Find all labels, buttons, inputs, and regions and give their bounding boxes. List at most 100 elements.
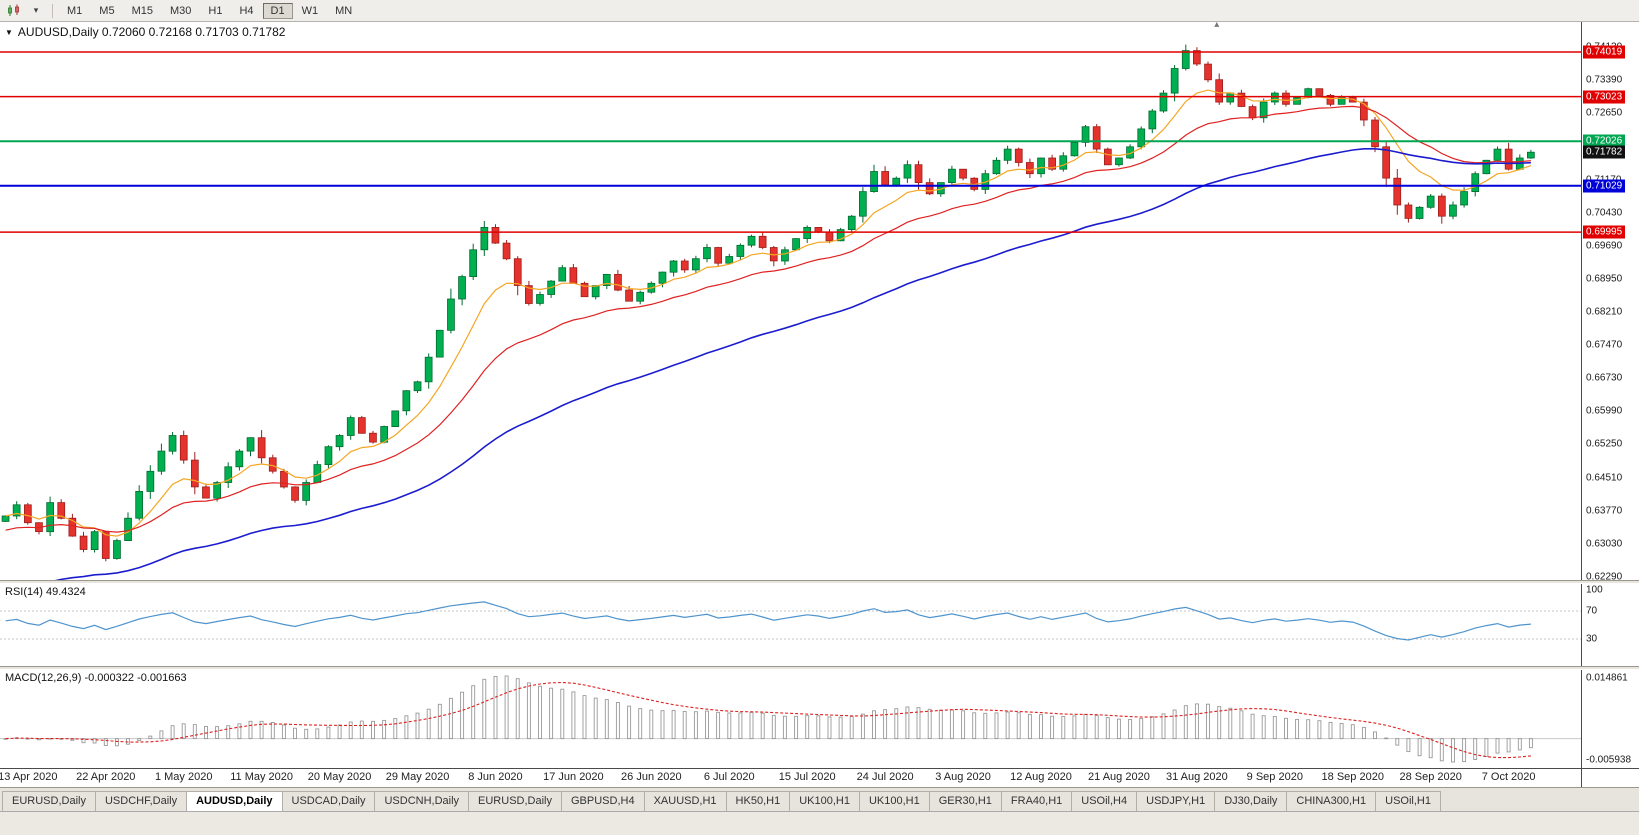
chart-tab-xauusd-h1[interactable]: XAUUSD,H1 (643, 791, 727, 811)
chart-shift-marker[interactable]: ▴ (1214, 22, 1220, 30)
rsi-axis-label: 30 (1586, 633, 1598, 645)
timeframe-button-w1[interactable]: W1 (301, 4, 319, 17)
macd-axis-label: 0.014861 (1586, 672, 1628, 684)
macd-panel: MACD(12,26,9) -0.000322 -0.001663 0.0148… (0, 670, 1639, 768)
price-tick-label: 0.66730 (1586, 372, 1623, 384)
macd-plot[interactable]: MACD(12,26,9) -0.000322 -0.001663 (0, 670, 1581, 768)
price-tick-label: 0.64510 (1586, 472, 1623, 484)
time-axis[interactable]: 13 Apr 2020 22 Apr 2020 1 May 2020 11 May 2… (0, 768, 1639, 787)
chart-tab-usdchf-daily[interactable]: USDCHF,Daily (94, 791, 188, 811)
price-axis[interactable]: 0.741300.733900.726500.711700.704300.696… (1581, 22, 1639, 583)
macd-axis[interactable]: 0.014861 -0.005938 (1581, 670, 1639, 768)
time-axis-label: 31 Aug 2020 (1165, 771, 1228, 783)
chart-menu-icon[interactable]: ▼ (5, 27, 13, 37)
chart-tab-china300-h1[interactable]: CHINA300,H1 (1286, 791, 1377, 811)
timeframe-button-h1[interactable]: H1 (208, 4, 223, 17)
resistance-badge-2: 0.73023 (1583, 90, 1626, 104)
time-axis-label: 6 Jul 2020 (703, 771, 755, 783)
candlestick-glyph (8, 4, 19, 16)
chart-tab-usdcnh-daily[interactable]: USDCNH,Daily (374, 791, 470, 811)
time-axis-label: 3 Aug 2020 (935, 771, 991, 783)
time-axis-label: 18 Sep 2020 (1321, 771, 1384, 783)
chart-tab-usdjpy-h1[interactable]: USDJPY,H1 (1136, 791, 1216, 811)
chart-title-text: AUDUSD,Daily 0.72060 0.72168 0.71703 0.7… (17, 25, 286, 39)
time-axis-label: 1 May 2020 (154, 771, 213, 783)
price-tick-label: 0.65250 (1586, 438, 1623, 450)
time-axis-label: 17 Jun 2020 (543, 771, 604, 783)
panel-separator[interactable] (0, 666, 1639, 670)
rsi-axis[interactable]: 100 70 30 (1581, 584, 1639, 666)
price-tick-label: 0.69690 (1586, 240, 1623, 252)
price-tick-label: 0.62290 (1586, 571, 1623, 583)
chart-tab-eurusd-daily[interactable]: EURUSD,Daily (2, 791, 96, 811)
time-axis-label: 26 Jun 2020 (621, 771, 682, 783)
time-axis-label: 22 Apr 2020 (76, 771, 136, 783)
chart-title: ▼ AUDUSD,Daily 0.72060 0.72168 0.71703 0… (5, 25, 285, 39)
dropdown-caret-icon[interactable]: ▾ (33, 5, 39, 15)
chart-tab-eurusd-daily[interactable]: EURUSD,Daily (468, 791, 562, 811)
main-chart-plot[interactable]: ▼ AUDUSD,Daily 0.72060 0.72168 0.71703 0… (0, 22, 1581, 580)
rsi-axis-label: 100 (1586, 584, 1603, 596)
price-tick-label: 0.68210 (1586, 306, 1623, 318)
chart-tab-hk50-h1[interactable]: HK50,H1 (725, 791, 791, 811)
timeframe-toolbar: ▾ M1 M5 M15 M30 H1 H4 D1 W1 MN (0, 0, 1639, 22)
current-price-badge: 0.71782 (1583, 145, 1626, 159)
panel-separator[interactable] (0, 580, 1639, 584)
macd-label: MACD(12,26,9) -0.000322 -0.001663 (5, 672, 187, 684)
rsi-axis-label: 70 (1586, 605, 1598, 617)
chart-tab-dj30-daily[interactable]: DJ30,Daily (1214, 791, 1288, 811)
chart-tab-ger30-h1[interactable]: GER30,H1 (928, 791, 1002, 811)
time-axis-label: 8 Jun 2020 (468, 771, 523, 783)
price-tick-label: 0.63770 (1586, 505, 1623, 517)
time-axis-labels: 13 Apr 2020 22 Apr 2020 1 May 2020 11 May 2… (0, 769, 1581, 787)
chart-tab-usoil-h1[interactable]: USOil,H1 (1375, 791, 1441, 811)
timeframe-button-m15[interactable]: M15 (131, 4, 153, 17)
resistance-badge-1: 0.74019 (1583, 45, 1626, 59)
time-axis-label: 20 May 2020 (307, 771, 372, 783)
pivot-badge-green: 0.72026 (1583, 134, 1626, 148)
time-axis-label: 28 Sep 2020 (1399, 771, 1462, 783)
rsi-plot[interactable]: RSI(14) 49.4324 (0, 584, 1581, 666)
time-axis-label: 13 Apr 2020 (0, 771, 58, 783)
time-axis-label: 9 Sep 2020 (1246, 771, 1303, 783)
macd-chart (0, 675, 1581, 763)
chart-tab-usoil-h4[interactable]: USOil,H4 (1071, 791, 1138, 811)
time-axis-label: 29 May 2020 (385, 771, 450, 783)
time-axis-label: 7 Oct 2020 (1481, 771, 1536, 783)
price-tick-label: 0.72650 (1586, 107, 1623, 119)
axis-corner (1581, 769, 1639, 787)
timeframe-button-mn[interactable]: MN (335, 4, 353, 17)
timeframe-button-m5[interactable]: M5 (99, 4, 115, 17)
rsi-panel: RSI(14) 49.4324 100 70 30 (0, 584, 1639, 666)
chart-tab-bar: EURUSD,Daily USDCHF,Daily AUDUSD,Daily USDC… (0, 787, 1639, 811)
time-axis-label: 11 May 2020 (230, 771, 294, 783)
price-tick-label: 0.73390 (1586, 74, 1623, 86)
candlestick-chart (0, 44, 1581, 580)
status-bar (0, 811, 1639, 835)
time-axis-label: 24 Jul 2020 (856, 771, 914, 783)
chart-tab-uk100-h1[interactable]: UK100,H1 (789, 791, 860, 811)
price-tick-label: 0.68950 (1586, 273, 1623, 285)
timeframe-button-h4[interactable]: H4 (239, 4, 254, 17)
time-axis-label: 21 Aug 2020 (1088, 771, 1150, 783)
time-axis-label: 12 Aug 2020 (1010, 771, 1072, 783)
timeframe-button-d1[interactable]: D1 (262, 2, 293, 19)
chart-tab-fra40-h1[interactable]: FRA40,H1 (1000, 791, 1073, 811)
timeframe-button-m30[interactable]: M30 (169, 4, 192, 17)
main-chart-panel: ▼ AUDUSD,Daily 0.72060 0.72168 0.71703 0… (0, 22, 1639, 583)
chart-tab-uk100-h1[interactable]: UK100,H1 (858, 791, 930, 811)
rsi-label: RSI(14) 49.4324 (5, 586, 86, 598)
price-tick-label: 0.67470 (1586, 339, 1623, 351)
candlestick-chart-icon[interactable] (4, 3, 24, 19)
timeframe-button-group: M1 M5 M15 M30 H1 H4 D1 W1 MN (59, 2, 360, 19)
support-badge-red: 0.69995 (1583, 225, 1626, 239)
timeframe-button-m1[interactable]: M1 (67, 4, 83, 17)
toolbar-separator (52, 3, 53, 18)
price-tick-label: 0.70430 (1586, 207, 1623, 219)
price-tick-label: 0.63030 (1586, 538, 1623, 550)
chart-tab-audusd-daily[interactable]: AUDUSD,Daily (186, 791, 283, 811)
chart-tab-usdcad-daily[interactable]: USDCAD,Daily (281, 791, 376, 811)
support-badge-blue: 0.71029 (1583, 179, 1626, 193)
chart-tab-gbpusd-h4[interactable]: GBPUSD,H4 (561, 791, 645, 811)
